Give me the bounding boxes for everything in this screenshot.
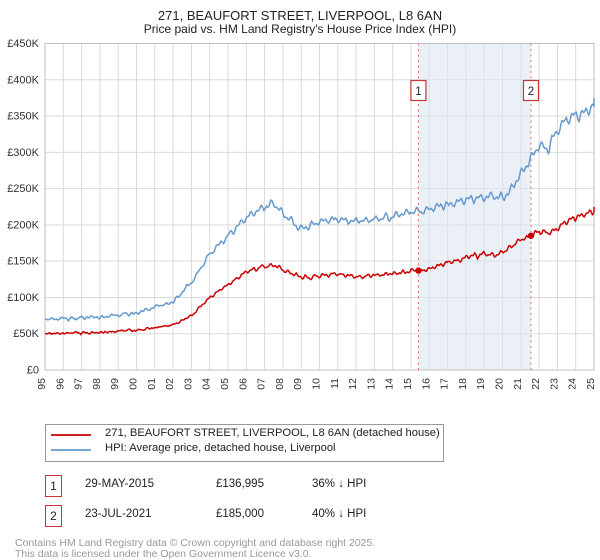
svg-text:05: 05 [219, 378, 231, 390]
svg-text:24: 24 [567, 378, 579, 390]
svg-text:£150K: £150K [7, 256, 39, 268]
svg-text:95: 95 [36, 378, 48, 390]
svg-text:96: 96 [54, 378, 66, 390]
svg-text:22: 22 [530, 378, 542, 390]
svg-text:08: 08 [274, 378, 286, 390]
svg-text:04: 04 [201, 378, 213, 390]
svg-text:06: 06 [237, 378, 249, 390]
svg-text:13: 13 [365, 378, 377, 390]
svg-text:21: 21 [512, 378, 524, 390]
svg-text:£200K: £200K [7, 219, 39, 231]
svg-text:19: 19 [475, 378, 487, 390]
svg-text:£300K: £300K [7, 147, 39, 159]
svg-text:01: 01 [146, 378, 158, 390]
svg-text:98: 98 [91, 378, 103, 390]
svg-text:25: 25 [585, 378, 597, 390]
svg-text:£0: £0 [27, 365, 39, 377]
svg-text:16: 16 [420, 378, 432, 390]
svg-text:07: 07 [256, 378, 268, 390]
svg-text:£400K: £400K [7, 74, 39, 86]
svg-text:99: 99 [109, 378, 121, 390]
svg-text:£250K: £250K [7, 183, 39, 195]
svg-text:20: 20 [494, 378, 506, 390]
svg-text:23: 23 [548, 378, 560, 390]
svg-text:18: 18 [457, 378, 469, 390]
svg-text:10: 10 [311, 378, 323, 390]
svg-text:97: 97 [73, 378, 85, 390]
svg-text:03: 03 [182, 378, 194, 390]
svg-text:12: 12 [347, 378, 359, 390]
svg-text:£100K: £100K [7, 292, 39, 304]
svg-text:£350K: £350K [7, 111, 39, 123]
svg-text:02: 02 [164, 378, 176, 390]
svg-text:09: 09 [292, 378, 304, 390]
svg-text:00: 00 [128, 378, 140, 390]
svg-text:14: 14 [384, 378, 396, 390]
svg-text:£450K: £450K [7, 38, 39, 50]
svg-text:17: 17 [439, 378, 451, 390]
svg-text:1: 1 [415, 86, 421, 98]
svg-text:£50K: £50K [13, 328, 39, 340]
svg-text:15: 15 [402, 378, 414, 390]
svg-text:2: 2 [528, 86, 534, 98]
svg-text:11: 11 [329, 378, 341, 389]
